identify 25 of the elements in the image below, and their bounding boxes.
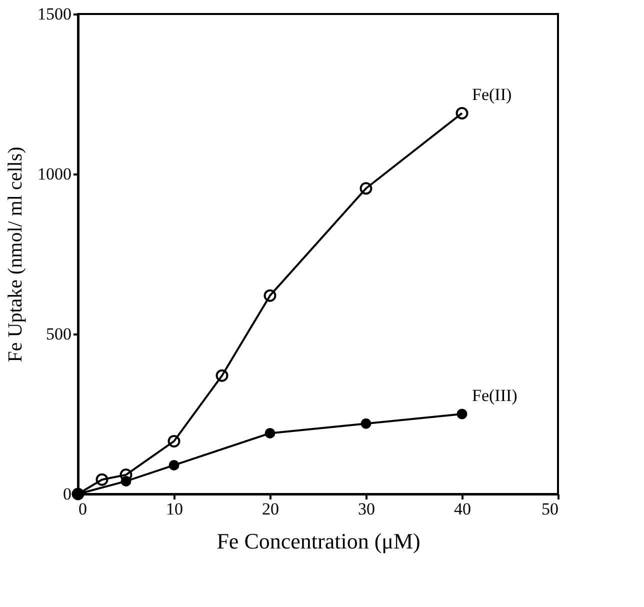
x-tick-label: 10	[166, 500, 183, 518]
point	[216, 369, 228, 382]
point	[264, 428, 276, 438]
point	[168, 460, 180, 470]
x-tick-label: 20	[262, 500, 279, 518]
point	[168, 434, 180, 448]
y-axis-title: Fe Uptake (nmol/ ml cells)	[4, 146, 26, 362]
point	[456, 106, 468, 120]
x-tick-label: 30	[358, 500, 375, 518]
point	[360, 182, 372, 195]
y-tick-label: 500	[46, 324, 72, 344]
point	[456, 408, 468, 420]
x-axis-title: Fe Concentration (μM)	[216, 528, 420, 554]
y-tick-label: 0	[63, 484, 72, 504]
point	[120, 476, 132, 486]
series-label: Fe(II)	[472, 85, 512, 104]
x-tick-label: 50	[542, 500, 558, 518]
series-label: Fe(III)	[472, 386, 518, 405]
x-tick-label: 0	[78, 500, 87, 518]
point	[96, 473, 108, 486]
y-tick-label: 1500	[38, 4, 72, 24]
point	[264, 289, 276, 302]
y-tick-label: 1000	[38, 164, 72, 184]
point	[360, 418, 372, 429]
x-tick-label: 40	[454, 500, 471, 518]
